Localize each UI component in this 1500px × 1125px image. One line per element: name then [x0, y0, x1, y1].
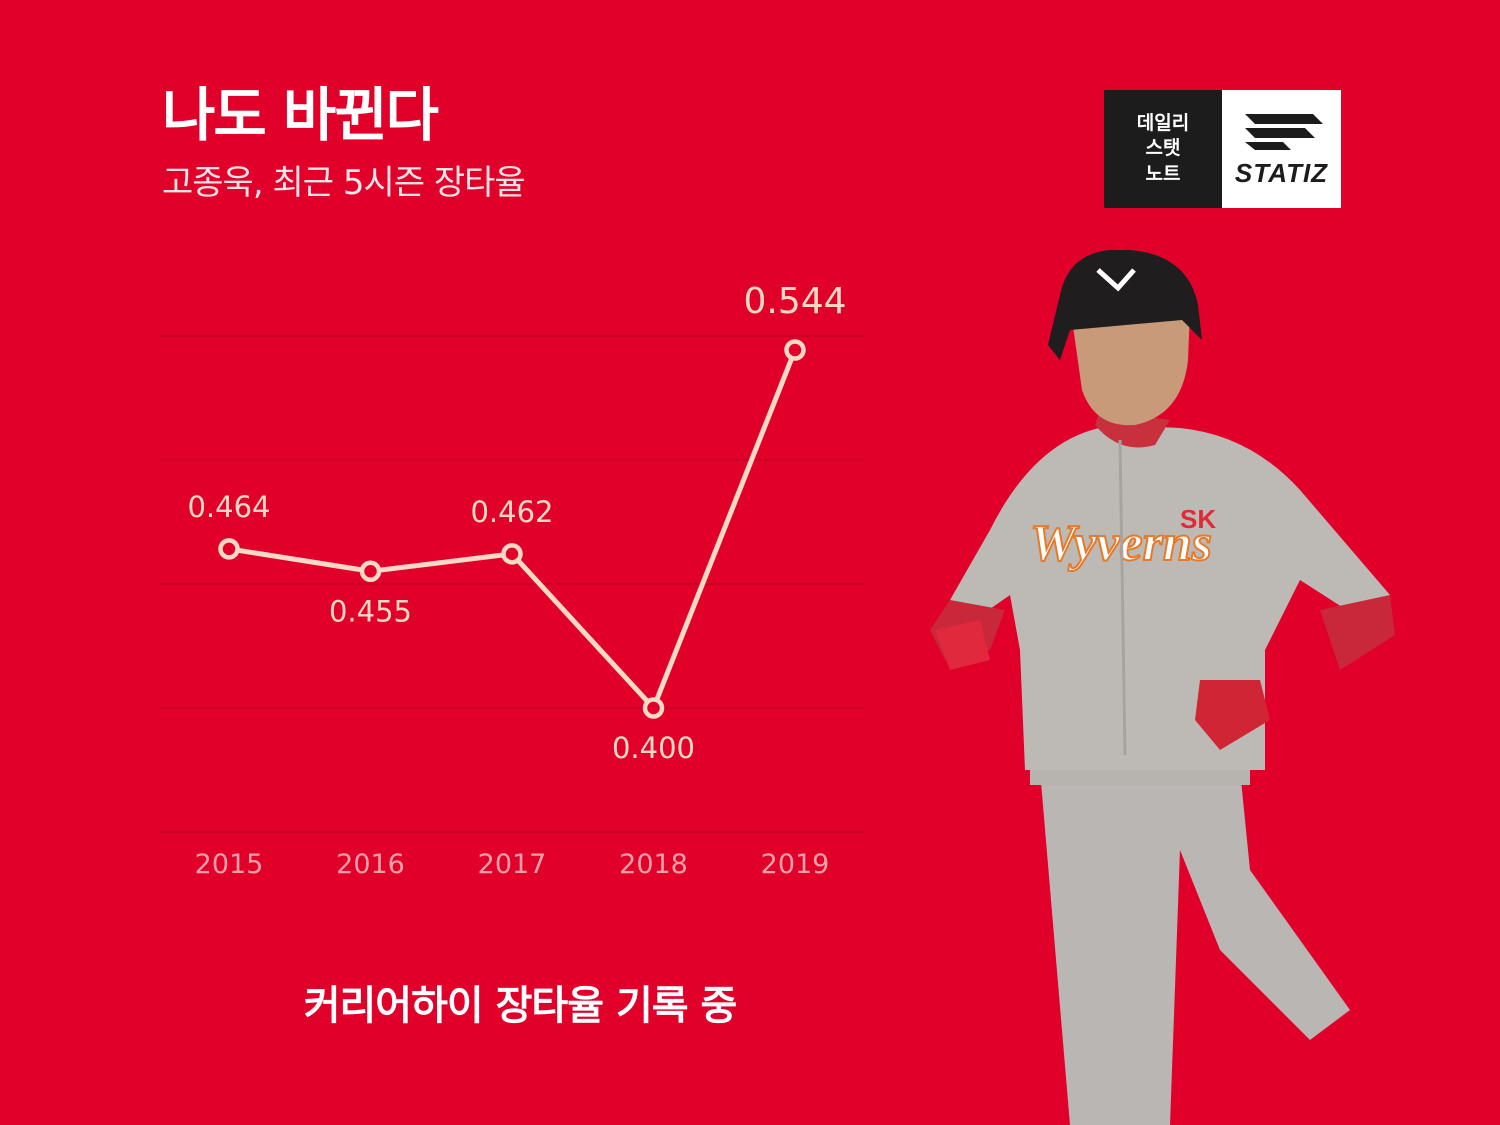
statiz-wordmark: STATIZ — [1234, 157, 1329, 188]
x-tick-2016: 2016 — [336, 849, 405, 880]
data-label-2015: 0.464 — [187, 490, 270, 524]
chart-caption: 커리어하이 장타율 기록 중 — [303, 983, 738, 1029]
logo-line-1: 데일리 — [1136, 111, 1190, 134]
page-title: 나도 바뀐다 — [162, 81, 439, 149]
x-tick-labels: 2015 2016 2017 2018 2019 — [195, 849, 830, 880]
statiz-mark-icon — [1244, 113, 1323, 150]
series-line — [228, 349, 798, 711]
statiz-logo: 데일리 스탯 노트 STATIZ — [1104, 90, 1341, 208]
logo-line-3: 노트 — [1145, 162, 1181, 185]
daily-stat-note-label: 데일리 스탯 노트 — [1104, 90, 1222, 208]
x-tick-2018: 2018 — [619, 849, 688, 880]
x-tick-2015: 2015 — [195, 849, 264, 880]
data-label-2016: 0.455 — [329, 594, 412, 628]
data-point-2016 — [359, 560, 382, 583]
svg-text:SK: SK — [1180, 504, 1216, 534]
chart-grid — [160, 335, 865, 833]
statiz-brand: STATIZ — [1222, 90, 1341, 208]
data-point-2017 — [501, 543, 523, 565]
logo-line-2: 스탯 — [1145, 137, 1181, 160]
x-tick-2019: 2019 — [761, 849, 830, 880]
x-tick-2017: 2017 — [478, 849, 547, 880]
data-label-2018: 0.400 — [612, 731, 695, 765]
data-point-2015 — [218, 538, 240, 560]
data-labels: 0.464 0.455 0.462 0.400 0.544 — [187, 281, 846, 765]
data-points — [218, 339, 806, 719]
data-point-2018 — [642, 697, 665, 719]
page-subtitle: 고종욱, 최근 5시즌 장타율 — [162, 163, 526, 203]
data-label-2017: 0.462 — [470, 495, 553, 529]
data-point-2019 — [784, 339, 806, 361]
baseball-player-photo: Wyverns SK — [930, 250, 1395, 1125]
data-label-2019: 0.544 — [743, 281, 846, 322]
